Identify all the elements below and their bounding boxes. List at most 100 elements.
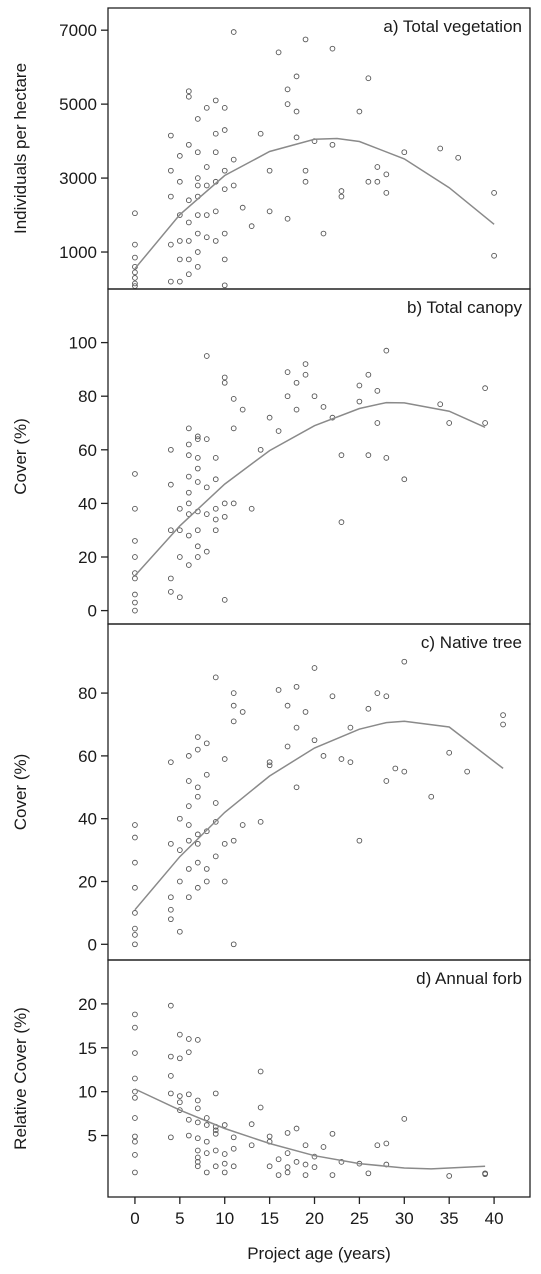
data-point — [266, 1163, 273, 1170]
data-point — [132, 941, 138, 948]
data-point — [132, 575, 138, 582]
data-point — [464, 768, 470, 775]
data-point — [275, 1156, 282, 1163]
data-point — [302, 709, 309, 715]
data-point — [132, 884, 138, 891]
data-point — [168, 588, 174, 595]
x-tick-label: 35 — [440, 1209, 459, 1228]
data-point — [185, 753, 192, 759]
y-axis-label: Cover (%) — [11, 754, 30, 831]
data-point — [185, 473, 192, 480]
data-point — [176, 1031, 183, 1038]
data-point — [221, 282, 228, 289]
data-point — [329, 141, 336, 148]
data-point — [185, 141, 192, 148]
data-point — [185, 894, 192, 901]
data-point — [401, 1116, 408, 1122]
data-point — [275, 49, 282, 56]
data-point — [374, 164, 381, 170]
data-point — [185, 1049, 192, 1056]
data-point — [212, 818, 219, 825]
data-point — [168, 906, 174, 913]
x-tick-label: 10 — [215, 1209, 234, 1228]
data-point — [221, 597, 228, 603]
data-point — [221, 230, 228, 237]
data-point — [132, 471, 138, 477]
x-tick-label: 30 — [395, 1209, 414, 1228]
data-point — [230, 1163, 237, 1170]
panel-frame — [107, 623, 531, 961]
data-point — [230, 29, 237, 35]
data-point — [203, 1169, 210, 1176]
y-tick-label: 60 — [78, 441, 97, 460]
panel-3: c) Native tree 0 20 40 60 80 Cover (%) — [11, 623, 531, 961]
data-point — [302, 371, 309, 378]
data-point — [168, 132, 174, 139]
data-point — [194, 479, 201, 485]
data-point — [212, 130, 219, 137]
data-point — [194, 746, 201, 753]
data-point — [383, 454, 390, 461]
data-point — [176, 527, 183, 534]
y-tick-label: 100 — [69, 334, 97, 353]
data-point — [329, 1172, 336, 1178]
y-axis-label: Relative Cover (%) — [11, 1007, 30, 1150]
data-point — [212, 505, 219, 512]
data-point — [185, 1116, 192, 1123]
data-point — [383, 693, 390, 700]
data-point — [132, 241, 138, 248]
data-point — [194, 734, 201, 740]
data-point — [383, 347, 390, 354]
data-point — [185, 778, 192, 784]
data-point — [194, 182, 201, 189]
data-point — [230, 500, 237, 507]
data-point — [185, 1036, 192, 1042]
data-point — [194, 433, 201, 440]
data-point — [284, 1169, 291, 1176]
data-point — [302, 178, 309, 185]
x-tick-label: 25 — [350, 1209, 369, 1228]
data-point — [185, 452, 192, 459]
data-point — [132, 1024, 138, 1031]
data-point — [212, 149, 219, 156]
panel-title: b) Total canopy — [407, 298, 522, 317]
data-point — [212, 97, 219, 104]
data-point — [185, 489, 192, 496]
data-point — [176, 594, 183, 601]
data-point — [221, 256, 228, 263]
data-point — [338, 756, 345, 762]
data-point — [203, 104, 210, 111]
data-point — [168, 167, 174, 174]
data-point — [176, 1093, 183, 1099]
data-point — [194, 263, 201, 270]
data-point — [194, 1119, 201, 1126]
panel-frame — [107, 959, 531, 1198]
data-point — [293, 73, 300, 80]
data-point — [221, 1151, 228, 1157]
data-point — [203, 511, 210, 517]
data-point — [132, 1011, 138, 1018]
data-point — [176, 1107, 183, 1113]
fit-curve — [134, 1088, 486, 1170]
x-tick-label: 0 — [130, 1209, 139, 1228]
data-point — [221, 756, 228, 762]
data-point — [194, 840, 201, 847]
data-point — [284, 1164, 291, 1171]
y-tick-label: 60 — [78, 747, 97, 766]
data-point — [203, 771, 210, 778]
data-point — [132, 1152, 138, 1158]
data-point — [176, 878, 183, 885]
data-point — [132, 910, 138, 916]
data-point — [365, 452, 372, 459]
data-point — [185, 219, 192, 226]
data-point — [266, 414, 273, 421]
data-point — [293, 724, 300, 731]
chart-panels: a) Total vegetation1000300050007000Indiv… — [11, 7, 531, 1263]
data-point — [203, 212, 210, 218]
data-point — [203, 484, 210, 491]
data-point — [374, 420, 381, 426]
data-point — [347, 724, 354, 731]
data-point — [176, 238, 183, 244]
data-point — [257, 130, 264, 137]
